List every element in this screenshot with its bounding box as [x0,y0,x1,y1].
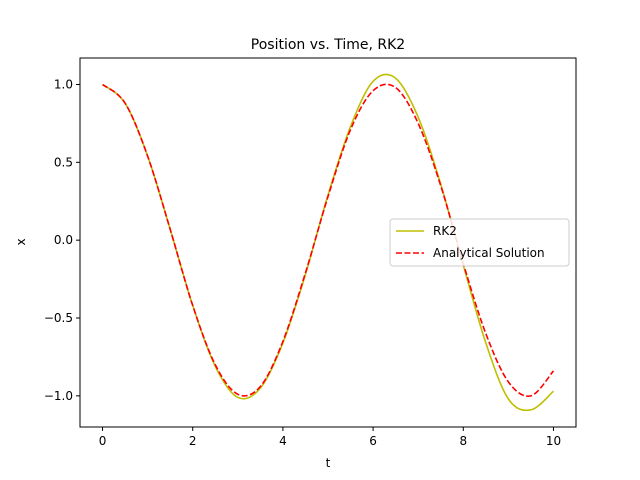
x-tick-label: 6 [369,434,377,448]
y-tick-label: 0.5 [54,155,73,169]
x-axis-label: t [326,456,331,470]
legend-label: RK2 [433,224,457,238]
y-axis-label: x [14,238,28,245]
chart-title: Position vs. Time, RK2 [251,37,405,53]
axes-frame [79,57,577,428]
y-axis: 1.0 0.5 0.0 −0.5 −1.0 [44,77,80,403]
x-axis: 0 2 4 6 8 10 [99,427,561,448]
plot-area [102,73,555,412]
series-line-analytical [102,83,555,398]
x-tick-label: 10 [546,434,561,448]
x-tick-label: 2 [189,434,197,448]
y-tick-label: −0.5 [44,311,73,325]
y-tick-label: 1.0 [54,77,73,91]
legend: RK2 Analytical Solution [389,218,570,267]
x-tick-label: 8 [459,434,467,448]
x-tick-label: 4 [279,434,287,448]
y-tick-label: −1.0 [44,389,73,403]
legend-box [389,218,570,267]
y-tick-label: 0.0 [54,233,73,247]
legend-label: Analytical Solution [433,246,545,260]
x-tick-label: 0 [99,434,107,448]
